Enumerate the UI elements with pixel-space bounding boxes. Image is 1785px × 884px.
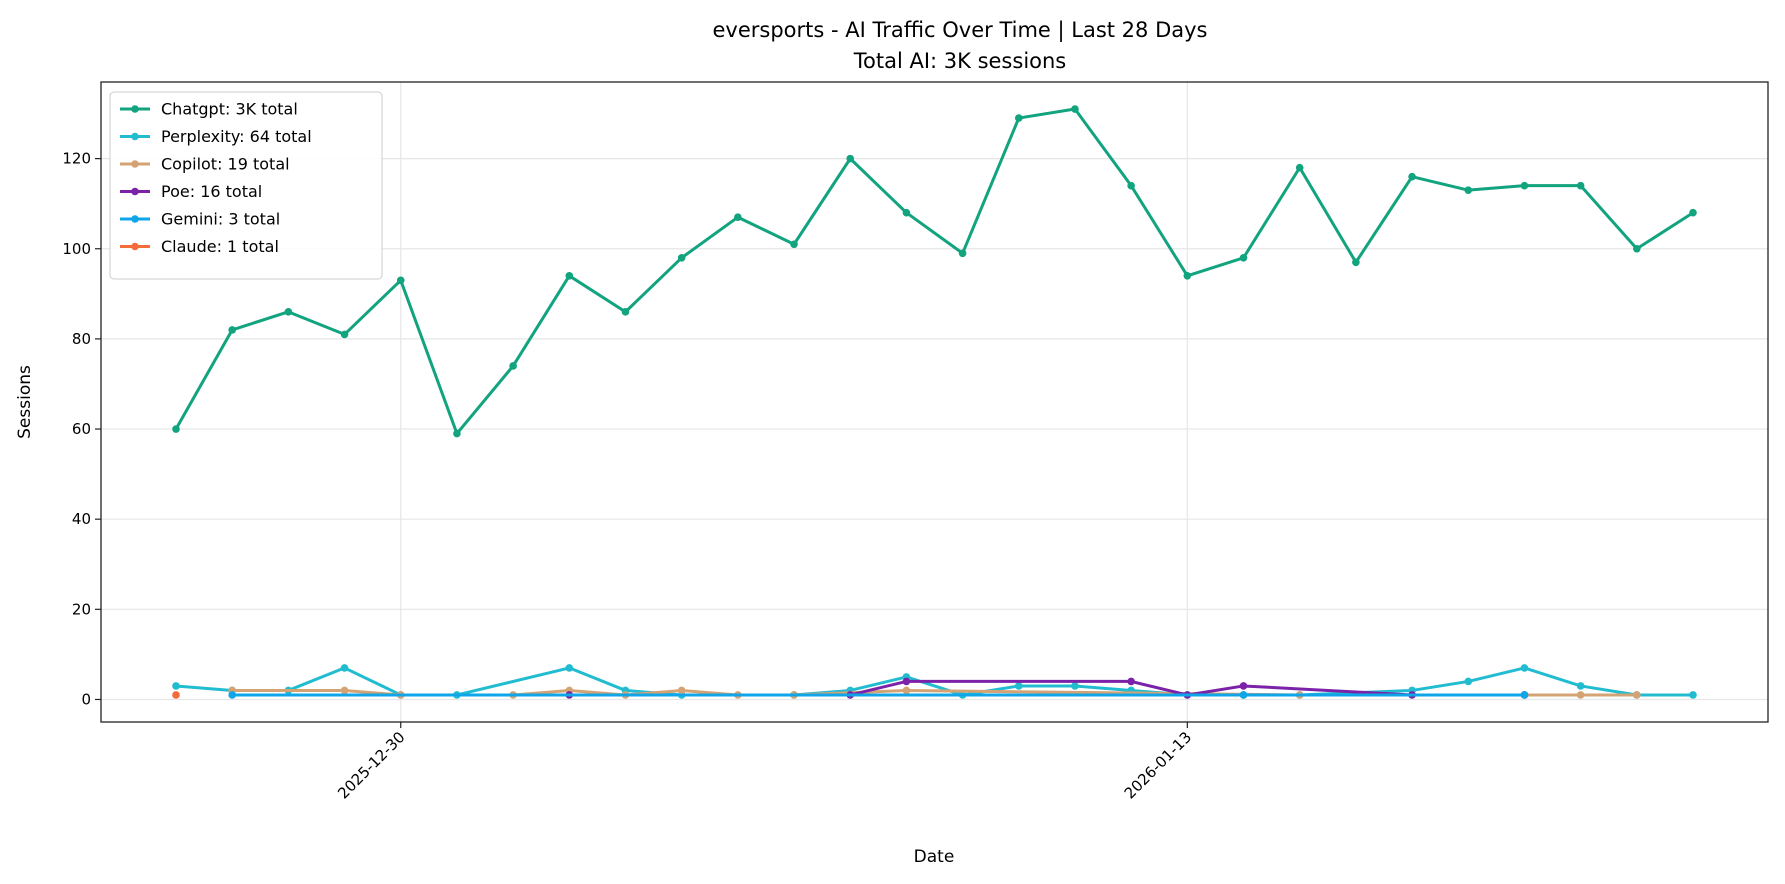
data-point: [1239, 253, 1248, 262]
chart-subtitle: Total AI: 3K sessions: [853, 49, 1067, 73]
legend-marker: [131, 242, 139, 251]
data-point: [902, 677, 911, 686]
data-point: [1520, 664, 1529, 672]
legend-label: Perplexity: 64 total: [161, 127, 312, 146]
data-point: [453, 429, 461, 438]
data-point: [1520, 181, 1529, 190]
data-point: [1689, 691, 1697, 699]
data-point: [902, 686, 911, 695]
data-point: [1408, 172, 1416, 181]
x-tick-label: 2026-01-13: [1121, 728, 1195, 802]
data-point: [1633, 244, 1641, 253]
data-point: [565, 664, 574, 672]
series-line: [569, 679, 1525, 697]
data-point: [565, 272, 574, 280]
data-point: [228, 326, 236, 334]
legend-box: [109, 91, 383, 280]
data-point: [1295, 163, 1304, 172]
data-point: [1576, 691, 1585, 699]
data-point: [1071, 105, 1079, 113]
data-point: [1071, 682, 1079, 690]
data-point: [846, 154, 855, 163]
data-point: [1464, 677, 1473, 686]
data-point: [958, 249, 967, 258]
legend-label: Poe: 16 total: [161, 182, 262, 201]
y-tick-label: 40: [72, 510, 91, 528]
data-point: [1014, 682, 1023, 690]
data-point: [172, 691, 180, 699]
data-point: [340, 686, 349, 695]
legend-marker: [131, 160, 139, 168]
legend-marker: [131, 105, 139, 113]
data-point: [1183, 272, 1192, 280]
y-tick-label: 120: [62, 150, 91, 168]
legend-label: Copilot: 19 total: [161, 155, 290, 174]
data-point: [902, 208, 911, 217]
data-point: [228, 691, 236, 699]
y-tick-label: 80: [72, 330, 91, 348]
data-point: [1689, 208, 1697, 217]
data-point: [1127, 677, 1135, 686]
y-tick-label: 60: [72, 420, 91, 438]
data-point: [1127, 181, 1135, 190]
y-axis-label: Sessions: [15, 365, 35, 439]
data-point: [172, 425, 180, 433]
chart-title: eversports - AI Traffic Over Time | Last…: [713, 18, 1208, 43]
legend-marker: [131, 215, 139, 223]
y-tick-label: 20: [72, 600, 91, 618]
plot-frame: [100, 81, 1769, 723]
data-point: [1576, 682, 1585, 690]
data-point: [621, 308, 630, 316]
data-point: [1576, 181, 1585, 190]
data-point: [1464, 186, 1473, 194]
legend-marker: [131, 132, 139, 141]
data-point: [1520, 691, 1529, 699]
data-point: [677, 686, 686, 695]
legend-marker: [131, 187, 139, 196]
legend: Chatgpt: 3K total Perplexity: 64 total Cop…: [109, 91, 383, 280]
legend-label: Chatgpt: 3K total: [161, 100, 298, 119]
data-point: [509, 362, 517, 370]
data-point: [1239, 682, 1248, 690]
data-point: [172, 682, 180, 690]
data-point: [790, 240, 798, 249]
data-point: [396, 276, 405, 285]
data-point: [734, 213, 742, 222]
legend-label: Gemini: 3 total: [161, 210, 280, 229]
series-group: [172, 105, 1697, 699]
y-tick-label: 100: [62, 240, 91, 258]
data-point: [1633, 691, 1641, 699]
data-point: [1239, 691, 1248, 699]
data-point: [340, 664, 349, 672]
data-point: [1352, 258, 1360, 267]
data-point: [1014, 114, 1023, 122]
data-point: [340, 330, 349, 339]
data-point: [677, 253, 686, 262]
legend-label: Claude: 1 total: [161, 237, 279, 256]
data-point: [284, 308, 293, 316]
series-line: [174, 107, 1694, 436]
y-tick-label: 0: [81, 690, 91, 708]
x-tick-label: 2025-12-30: [334, 728, 408, 802]
x-axis-label: Date: [914, 847, 955, 867]
